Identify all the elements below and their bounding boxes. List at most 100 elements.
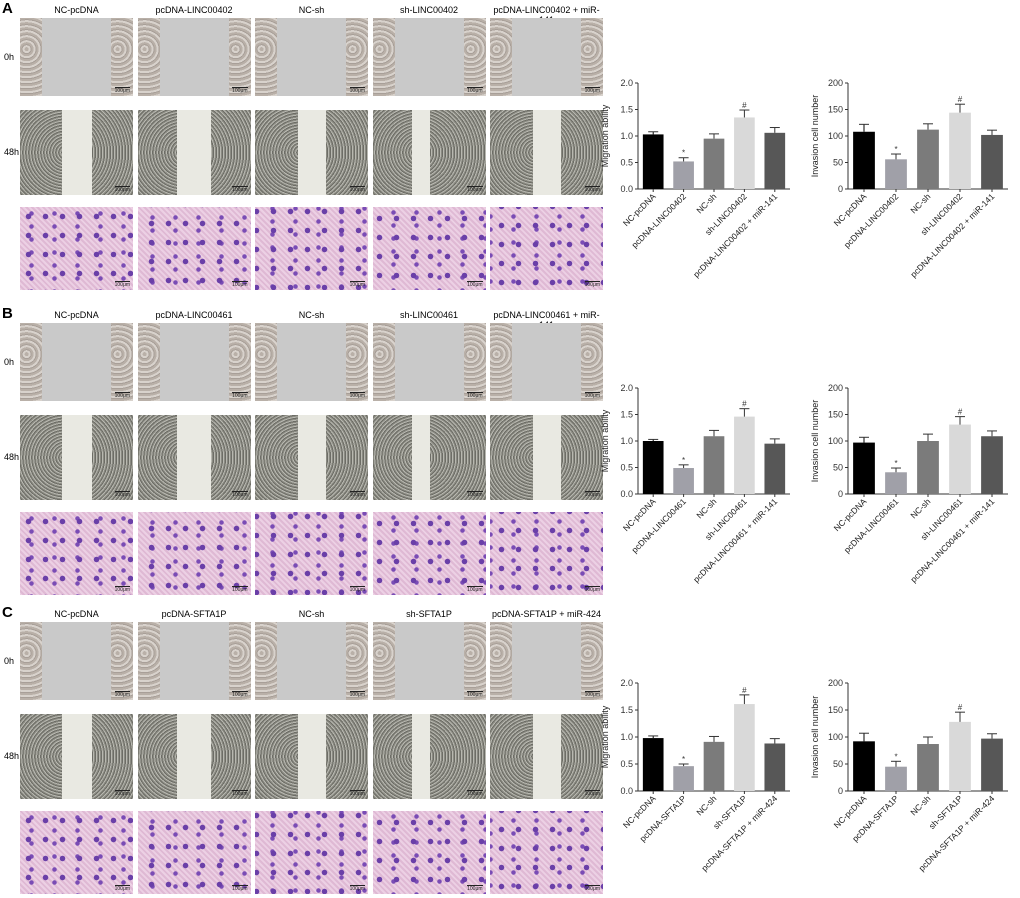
bar xyxy=(917,441,939,494)
y-tick-label: 150 xyxy=(828,705,843,715)
column-header: sh-SFTA1P xyxy=(406,609,452,619)
transwell-image: 100μm xyxy=(372,811,486,894)
y-tick-label: 50 xyxy=(833,463,843,473)
cell-layer xyxy=(255,622,277,700)
scale-bar: 100μm xyxy=(584,491,600,498)
bar xyxy=(949,721,971,791)
scale-bar: 100μm xyxy=(467,186,483,193)
cell-layer xyxy=(20,18,42,96)
cell-layer xyxy=(137,622,160,700)
y-tick-label: 0 xyxy=(838,184,843,194)
y-tick-label: 0.0 xyxy=(620,786,633,796)
cell-layer xyxy=(490,622,512,700)
y-tick-label: 50 xyxy=(833,759,843,769)
significance-mark: # xyxy=(958,408,963,417)
wound-gap xyxy=(532,110,561,195)
transwell-image: 100μm xyxy=(255,811,368,894)
scale-bar: 100μm xyxy=(584,790,600,797)
cell-layer xyxy=(463,18,486,96)
cell-layer xyxy=(346,18,368,96)
wound-image-0h: 100μm xyxy=(255,18,368,96)
scale-bar: 100μm xyxy=(114,392,130,399)
y-tick-label: 200 xyxy=(828,678,843,688)
bar xyxy=(949,424,971,494)
cell-layer xyxy=(228,323,251,401)
column-header: NC-pcDNA xyxy=(54,609,99,619)
cell-layer xyxy=(111,622,133,700)
column-header: NC-sh xyxy=(298,5,325,15)
scale-bar: 100μm xyxy=(232,691,248,698)
wound-image-0h: 100μm xyxy=(490,18,603,96)
scale-bar: 100μm xyxy=(232,790,248,797)
transwell-image: 100μm xyxy=(255,512,368,595)
scale-bar: 100μm xyxy=(232,281,248,288)
transwell-image: 100μm xyxy=(372,512,486,595)
bar xyxy=(981,134,1003,189)
wound-image-0h: 100μm xyxy=(372,622,486,700)
wound-image-48h: 100μm xyxy=(490,714,603,799)
bar xyxy=(703,436,725,494)
row-label-48h: 48h xyxy=(4,751,20,761)
scale-bar: 100μm xyxy=(114,586,130,593)
x-tick-label: NC-sh xyxy=(908,191,932,215)
cell-layer xyxy=(20,622,42,700)
cell-layer xyxy=(581,622,603,700)
cell-layer xyxy=(346,323,368,401)
cell-layer xyxy=(372,622,395,700)
significance-mark: # xyxy=(742,400,747,409)
cell-layer xyxy=(20,323,42,401)
bar xyxy=(673,766,694,791)
scale-bar: 100μm xyxy=(584,885,600,892)
bar xyxy=(703,741,725,791)
significance-mark: * xyxy=(682,456,685,465)
cell-layer xyxy=(228,18,251,96)
cell-layer xyxy=(137,18,160,96)
x-tick-label: NC-sh xyxy=(908,793,932,817)
row-label-0h: 0h xyxy=(4,656,15,666)
cell-layer xyxy=(255,18,277,96)
panel-letter: A xyxy=(2,0,13,17)
wound-image-0h: 100μm xyxy=(137,622,251,700)
scale-bar: 100μm xyxy=(232,885,248,892)
scale-bar: 100μm xyxy=(349,691,365,698)
cell-layer xyxy=(490,323,512,401)
scale-bar: 100μm xyxy=(232,392,248,399)
bar xyxy=(981,436,1003,494)
significance-mark: * xyxy=(682,149,685,158)
transwell-image: 100μm xyxy=(137,512,251,595)
y-axis-label: Invasion cell number xyxy=(810,400,820,483)
wound-image-48h: 100μm xyxy=(372,110,486,195)
wound-image-0h: 100μm xyxy=(490,323,603,401)
bar xyxy=(885,472,907,494)
cell-layer xyxy=(137,323,160,401)
cell-layer xyxy=(490,18,512,96)
wound-image-0h: 100μm xyxy=(490,622,603,700)
cell-layer xyxy=(581,323,603,401)
column-header: NC-sh xyxy=(298,609,325,619)
wound-image-0h: 100μm xyxy=(20,323,133,401)
scale-bar: 100μm xyxy=(349,392,365,399)
y-tick-label: 200 xyxy=(828,78,843,88)
column-header: pcDNA-SFTA1P xyxy=(161,609,227,619)
bar xyxy=(853,741,875,791)
scale-bar: 100μm xyxy=(114,691,130,698)
bar xyxy=(642,134,664,189)
y-axis-label: Invasion cell number xyxy=(810,696,820,779)
bar xyxy=(642,441,664,494)
scale-bar: 100μm xyxy=(349,491,365,498)
scale-bar: 100μm xyxy=(232,87,248,94)
wound-gap xyxy=(177,714,211,799)
y-axis-label: Migration ability xyxy=(600,409,610,472)
y-tick-label: 150 xyxy=(828,410,843,420)
wound-gap xyxy=(61,714,92,799)
x-tick-label: pcDNA-LINC00402 xyxy=(842,191,901,250)
cell-layer xyxy=(228,622,251,700)
bar xyxy=(764,743,786,791)
bar xyxy=(642,738,664,791)
scale-bar: 100μm xyxy=(467,491,483,498)
cell-layer xyxy=(463,323,486,401)
